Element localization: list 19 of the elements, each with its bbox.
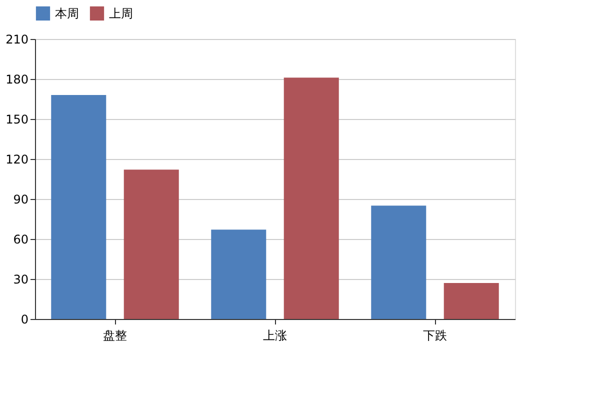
x-tick-label: 盘整 xyxy=(103,328,127,342)
bar xyxy=(284,78,339,319)
x-tick-label: 上涨 xyxy=(263,328,287,342)
y-tick-label: 60 xyxy=(13,232,28,246)
legend-label: 本周 xyxy=(55,6,79,20)
y-tick-label: 210 xyxy=(6,32,28,46)
bar xyxy=(444,283,499,319)
y-tick-label: 30 xyxy=(13,272,28,286)
legend-label: 上周 xyxy=(109,6,133,20)
y-tick-label: 90 xyxy=(13,192,28,206)
x-tick-label: 下跌 xyxy=(423,328,447,342)
bar xyxy=(124,170,179,319)
y-tick-label: 120 xyxy=(6,152,28,166)
y-tick-label: 180 xyxy=(6,72,28,86)
bar xyxy=(51,95,106,319)
y-tick-label: 0 xyxy=(20,312,28,326)
bar xyxy=(211,230,266,319)
bar xyxy=(371,206,426,319)
y-tick-label: 150 xyxy=(6,112,28,126)
